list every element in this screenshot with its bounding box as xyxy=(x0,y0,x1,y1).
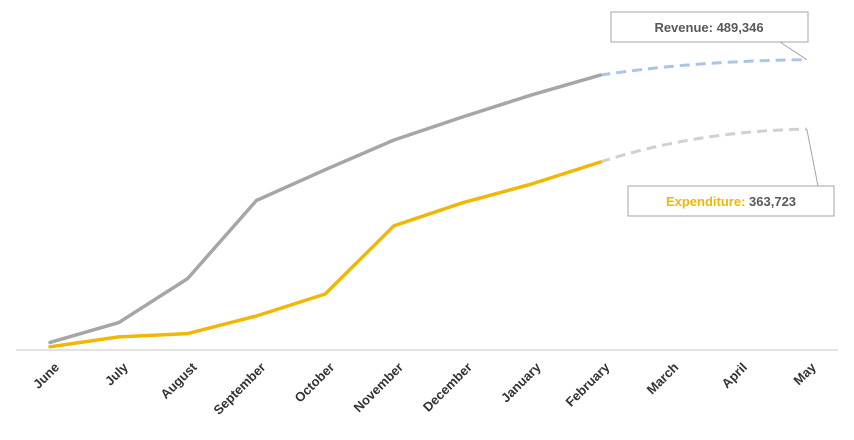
revenue-callout-text: Revenue: 489,346 xyxy=(654,20,763,35)
expenditure-forecast-line xyxy=(599,127,807,164)
revenue-callout-leader xyxy=(779,41,808,61)
x-tick-label: April xyxy=(719,360,751,392)
revenue-line xyxy=(48,73,603,345)
x-tick-label: October xyxy=(291,360,337,406)
x-tick-label: January xyxy=(498,359,544,405)
x-tick-label: March xyxy=(644,359,682,397)
revenue-callout-box xyxy=(610,11,809,43)
x-tick-label: May xyxy=(790,359,819,388)
expenditure-callout-leader xyxy=(806,128,819,187)
x-tick-label: June xyxy=(30,360,62,392)
revenue-callout: Revenue: 489,346 xyxy=(610,11,809,61)
expenditure-callout-separator: : xyxy=(741,194,749,209)
x-tick-label: September xyxy=(210,360,268,418)
revenue-forecast-line xyxy=(600,58,807,77)
expenditure-callout-box xyxy=(627,185,835,217)
expenditure-line xyxy=(48,160,603,349)
expenditure-callout-label: Expenditure xyxy=(666,194,741,209)
expenditure-callout-text: Expenditure: 363,723 xyxy=(666,194,796,209)
x-tick-label: July xyxy=(102,359,132,389)
expenditure-callout-value: 363,723 xyxy=(749,194,796,209)
x-tick-label: August xyxy=(157,359,200,402)
x-tick-label: February xyxy=(563,359,613,409)
x-tick-label: December xyxy=(420,360,475,415)
x-tick-label: November xyxy=(351,360,407,416)
expenditure-callout: Expenditure: 363,723 xyxy=(627,128,835,217)
